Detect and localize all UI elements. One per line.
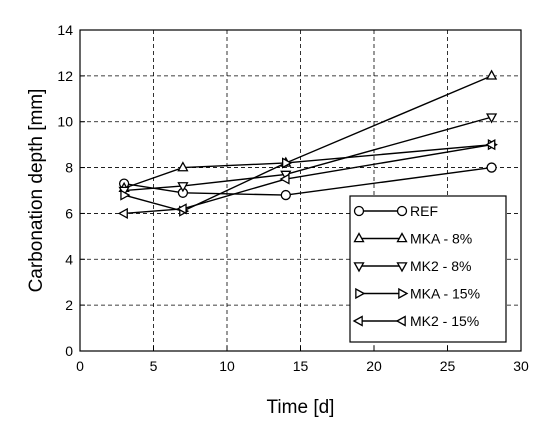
legend-marker bbox=[353, 232, 365, 243]
legend-marker bbox=[396, 205, 408, 217]
legend: REF MKA - 8% MK2 - 8% MKA - 15% MK2 - 15% bbox=[349, 195, 507, 343]
legend-marker bbox=[395, 315, 406, 327]
legend-marker bbox=[398, 287, 409, 300]
series-2 bbox=[118, 113, 498, 197]
series-line bbox=[123, 75, 492, 189]
data-point bbox=[280, 189, 291, 201]
data-point bbox=[120, 189, 131, 201]
legend-marker bbox=[353, 262, 365, 273]
legend-marker bbox=[396, 232, 408, 243]
x-tick-label: 20 bbox=[366, 358, 382, 374]
axis-ticks bbox=[79, 29, 522, 352]
x-tick-label: 0 bbox=[76, 358, 84, 374]
legend-marker bbox=[352, 315, 363, 327]
legend-item: MKA - 8% bbox=[353, 231, 472, 247]
legend-item: MK2 - 15% bbox=[352, 313, 479, 329]
data-point bbox=[177, 182, 189, 193]
x-axis-title: Time [d] bbox=[267, 397, 335, 418]
data-point bbox=[279, 173, 290, 185]
series-layer bbox=[117, 69, 498, 220]
legend-item: REF bbox=[353, 203, 438, 219]
y-tick-label: 2 bbox=[65, 297, 73, 313]
tick-labels: 0 5 10 15 20 25 30 0 2 4 6 8 10 12 14 bbox=[57, 22, 529, 374]
data-point bbox=[485, 113, 498, 124]
legend-item: MKA - 15% bbox=[355, 286, 480, 302]
y-tick-label: 10 bbox=[57, 114, 73, 130]
y-axis-title: Carbonation depth [mm] bbox=[26, 89, 47, 293]
y-tick-label: 4 bbox=[65, 251, 73, 267]
y-tick-label: 6 bbox=[65, 205, 73, 221]
data-point bbox=[176, 203, 187, 215]
legend-marker bbox=[353, 205, 365, 217]
legend-marker bbox=[396, 262, 408, 273]
y-tick-label: 14 bbox=[57, 22, 73, 38]
data-point bbox=[486, 162, 497, 173]
series-line bbox=[124, 116, 492, 192]
x-tick-label: 30 bbox=[513, 358, 529, 374]
data-point bbox=[485, 139, 496, 151]
legend-label: MKA - 15% bbox=[410, 286, 480, 302]
legend-label: MK2 - 8% bbox=[410, 258, 471, 274]
series-line bbox=[123, 143, 492, 212]
legend-box bbox=[349, 195, 507, 343]
legend-label: REF bbox=[410, 203, 438, 219]
legend-item: MK2 - 8% bbox=[353, 258, 471, 274]
x-tick-label: 5 bbox=[150, 358, 158, 374]
y-tick-label: 12 bbox=[57, 68, 73, 84]
legend-marker bbox=[355, 287, 366, 300]
data-point bbox=[117, 207, 128, 220]
data-point bbox=[281, 157, 293, 169]
data-point bbox=[485, 69, 498, 80]
y-tick-label: 0 bbox=[65, 343, 73, 359]
legend-label: MKA - 8% bbox=[410, 231, 472, 247]
x-tick-label: 25 bbox=[440, 358, 456, 374]
x-tick-label: 15 bbox=[293, 358, 309, 374]
legend-label: MK2 - 15% bbox=[410, 313, 479, 329]
series-line bbox=[124, 143, 492, 215]
data-point bbox=[177, 161, 189, 172]
x-tick-label: 10 bbox=[219, 358, 235, 374]
y-tick-label: 8 bbox=[65, 160, 73, 176]
series-4 bbox=[117, 139, 496, 220]
